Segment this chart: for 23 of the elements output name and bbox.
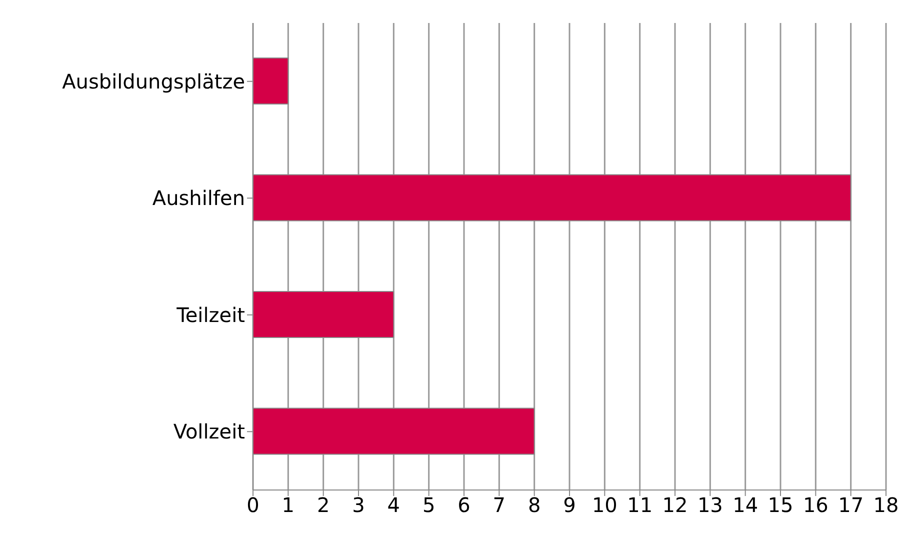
x-tick-label: 16	[802, 493, 828, 518]
x-tick-label: 9	[563, 493, 576, 518]
x-tick-label: 13	[697, 493, 723, 518]
x-tick-label: 18	[873, 493, 899, 518]
x-tick-label: 3	[352, 493, 365, 518]
x-tick-label: 5	[422, 493, 436, 518]
x-tick-label: 1	[282, 493, 295, 518]
x-tick-label: 12	[662, 493, 688, 518]
y-tick-label: Vollzeit	[173, 420, 246, 444]
x-tick-label: 7	[492, 493, 506, 518]
x-tick-label: 6	[458, 493, 470, 518]
y-tick-label: Teilzeit	[176, 302, 246, 327]
x-tick-label: 14	[732, 493, 758, 518]
x-tick-label: 15	[768, 493, 794, 518]
x-tick-label: 4	[387, 493, 400, 518]
y-tick-label: Ausbildungsplätze	[62, 69, 245, 94]
x-tick-label: 8	[528, 493, 541, 518]
x-tick-label: 10	[592, 493, 618, 518]
x-tick-label: 11	[627, 493, 653, 518]
x-tick-label: 17	[838, 493, 864, 518]
x-tick-label: 0	[246, 493, 260, 518]
y-tick-label: Aushilfen	[152, 186, 245, 210]
x-tick-label: 2	[316, 493, 330, 518]
